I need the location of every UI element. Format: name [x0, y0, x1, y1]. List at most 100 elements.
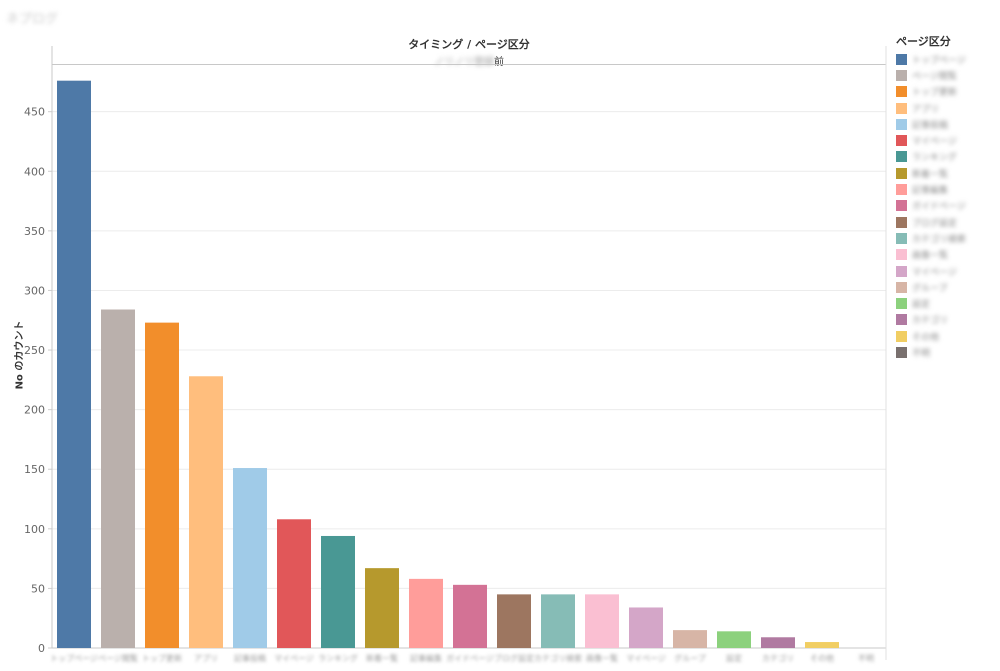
legend-swatch [896, 151, 907, 163]
x-tick-label: グループ [674, 653, 706, 663]
legend-item[interactable]: グループ [896, 279, 996, 295]
x-tick-label: 記事投稿 [234, 653, 266, 663]
legend-swatch [896, 118, 907, 130]
column-header-value-suffix: 前 [494, 57, 504, 68]
bar [629, 607, 663, 648]
legend-swatch [896, 86, 907, 98]
legend-swatch [896, 330, 907, 342]
bar [365, 568, 399, 648]
x-tick-label: 画像一覧 [586, 653, 618, 663]
bar [101, 309, 135, 648]
legend-item[interactable]: アプリ [896, 100, 996, 116]
x-tick-label: アプリ [194, 654, 218, 663]
x-tick-label: カテゴリ [762, 653, 794, 663]
bar [805, 642, 839, 648]
bar [57, 80, 91, 648]
bar [233, 468, 267, 648]
legend-item[interactable]: カテゴリ検索 [896, 230, 996, 246]
y-tick-label: 450 [24, 106, 45, 119]
legend-label: 不明 [912, 348, 931, 359]
y-tick-label: 250 [24, 344, 45, 357]
bar [585, 594, 619, 648]
bar [673, 630, 707, 648]
legend-label: 記事投稿 [912, 120, 949, 131]
header-separator [52, 64, 886, 65]
bar [453, 584, 487, 648]
legend-label: ページ閲覧 [912, 71, 957, 82]
legend-label: トップページ [912, 55, 966, 66]
legend-item[interactable]: その他 [896, 328, 996, 344]
y-tick-label: 400 [24, 165, 45, 178]
legend-swatch [896, 265, 907, 277]
x-tick-label: ガイドページ [446, 653, 494, 663]
legend-label: カテゴリ [912, 316, 949, 327]
legend-item[interactable]: ページ閲覧 [896, 67, 996, 83]
legend-label: 画像一覧 [912, 251, 949, 262]
legend-item[interactable]: トップ更新 [896, 84, 996, 100]
y-tick-label: 0 [38, 642, 45, 655]
x-tick-label: トップページ [50, 654, 98, 663]
y-tick-label: 350 [24, 225, 45, 238]
column-header-title: タイミング / ページ区分 [408, 38, 530, 51]
legend-swatch [896, 167, 907, 179]
legend-label: グループ [912, 283, 948, 294]
bar [145, 322, 179, 648]
legend: ページ区分 トップページ ページ閲覧 トップ更新 アプリ 記事投稿 マイページ ランキング新… [896, 33, 996, 361]
x-tick-label: 設定 [726, 653, 742, 663]
legend-swatch [896, 216, 907, 228]
x-tick-label: マイページ [274, 654, 314, 663]
bar [409, 578, 443, 648]
legend-swatch [896, 102, 907, 114]
legend-swatch [896, 200, 907, 212]
legend-item[interactable]: ランキング [896, 149, 996, 165]
column-header-value: ノリノリ登録前 [52, 53, 886, 68]
legend-label: ランキング [912, 153, 957, 164]
legend-label: ブログ設定 [912, 218, 958, 229]
legend-item[interactable]: 記事投稿 [896, 116, 996, 132]
bar [761, 637, 795, 648]
legend-label: トップ更新 [912, 88, 958, 99]
legend-swatch [896, 184, 907, 196]
legend-item[interactable]: カテゴリ [896, 312, 996, 328]
x-tick-label: ブログ設定 [494, 653, 534, 663]
legend-swatch [896, 69, 907, 81]
legend-item[interactable]: マイページ [896, 263, 996, 279]
legend-label: その他 [912, 332, 940, 343]
legend-label: 設定 [912, 300, 931, 311]
x-tick-label: カテゴリ検索 [534, 653, 582, 663]
legend-item[interactable]: 画像一覧 [896, 247, 996, 263]
x-tick-label: 不明 [858, 654, 874, 663]
column-header-value-prefix: ノリノリ登録 [434, 57, 494, 68]
sheet-title: ネプログ [6, 12, 59, 27]
legend-swatch [896, 232, 907, 244]
legend-item[interactable]: 設定 [896, 295, 996, 311]
legend-swatch [896, 135, 907, 147]
x-tick-label: ページ閲覧 [98, 653, 138, 663]
x-tick-label: その他 [810, 653, 834, 663]
legend-item[interactable]: ガイドページ [896, 198, 996, 214]
y-tick-label: 200 [24, 404, 45, 417]
legend-label: 記事編集 [912, 186, 949, 197]
bar [189, 376, 223, 648]
bar [277, 519, 311, 648]
legend-label: ガイドページ [912, 202, 966, 213]
legend-item[interactable]: マイページ [896, 132, 996, 148]
x-tick-label: ランキング [318, 653, 358, 663]
legend-swatch [896, 314, 907, 326]
legend-item[interactable]: トップページ [896, 51, 996, 67]
legend-label: カテゴリ検索 [912, 234, 967, 245]
y-tick-label: 300 [24, 284, 45, 297]
legend-swatch [896, 346, 907, 358]
y-tick-label: 100 [24, 523, 45, 536]
legend-item[interactable]: 新着一覧 [896, 165, 996, 181]
legend-item[interactable]: ブログ設定 [896, 214, 996, 230]
y-tick-label: 50 [31, 582, 45, 595]
legend-label: マイページ [912, 267, 957, 278]
y-tick-label: 150 [24, 463, 45, 476]
x-tick-label: 記事編集 [410, 653, 442, 663]
legend-item[interactable]: 記事編集 [896, 181, 996, 197]
legend-item[interactable]: 不明 [896, 344, 996, 360]
bar [321, 535, 355, 648]
legend-swatch [896, 281, 907, 293]
